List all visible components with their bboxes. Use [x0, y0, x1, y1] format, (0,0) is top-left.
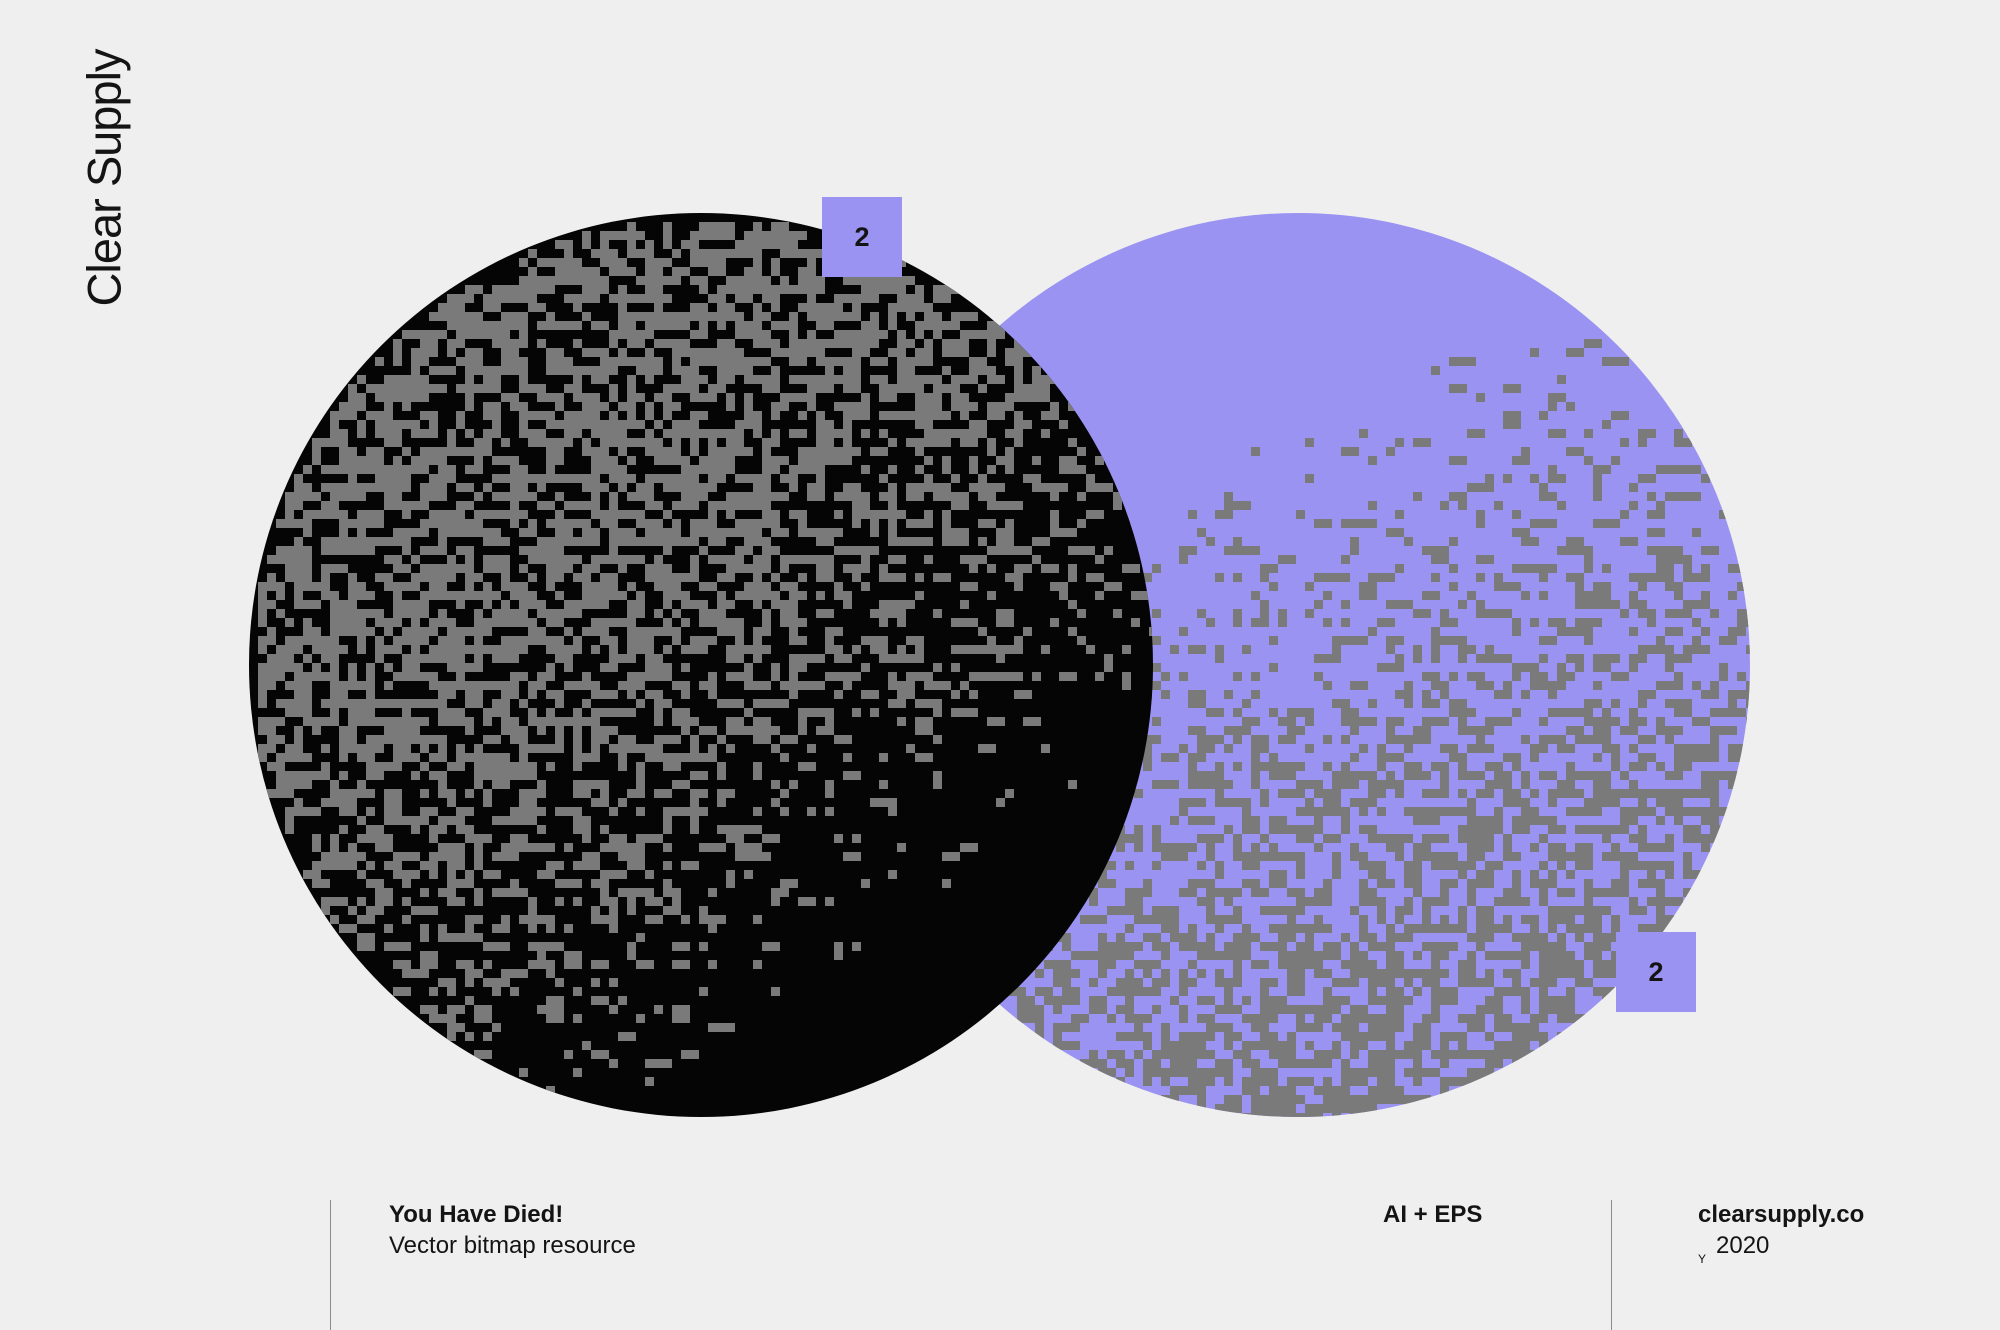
product-title: You Have Died!	[389, 1201, 564, 1228]
badge-bottom: 2	[1616, 932, 1696, 1012]
year-prefix: Y	[1698, 1252, 1707, 1266]
website-link[interactable]: clearsupply.co	[1698, 1201, 1865, 1228]
divider-right	[1611, 1200, 1612, 1330]
divider-left	[330, 1200, 331, 1330]
footer-product: You Have Died! Vector bitmap resource	[389, 1199, 636, 1261]
footer-website: clearsupply.co Y 2020	[1698, 1199, 1865, 1266]
year: 2020	[1716, 1232, 1770, 1259]
badge-top: 2	[822, 197, 902, 277]
file-formats: AI + EPS	[1383, 1201, 1483, 1228]
year-line: Y 2020	[1698, 1230, 1864, 1266]
footer-formats: AI + EPS	[1383, 1199, 1482, 1230]
product-subtitle: Vector bitmap resource	[389, 1232, 636, 1259]
black-circle-grain	[258, 222, 1153, 1095]
